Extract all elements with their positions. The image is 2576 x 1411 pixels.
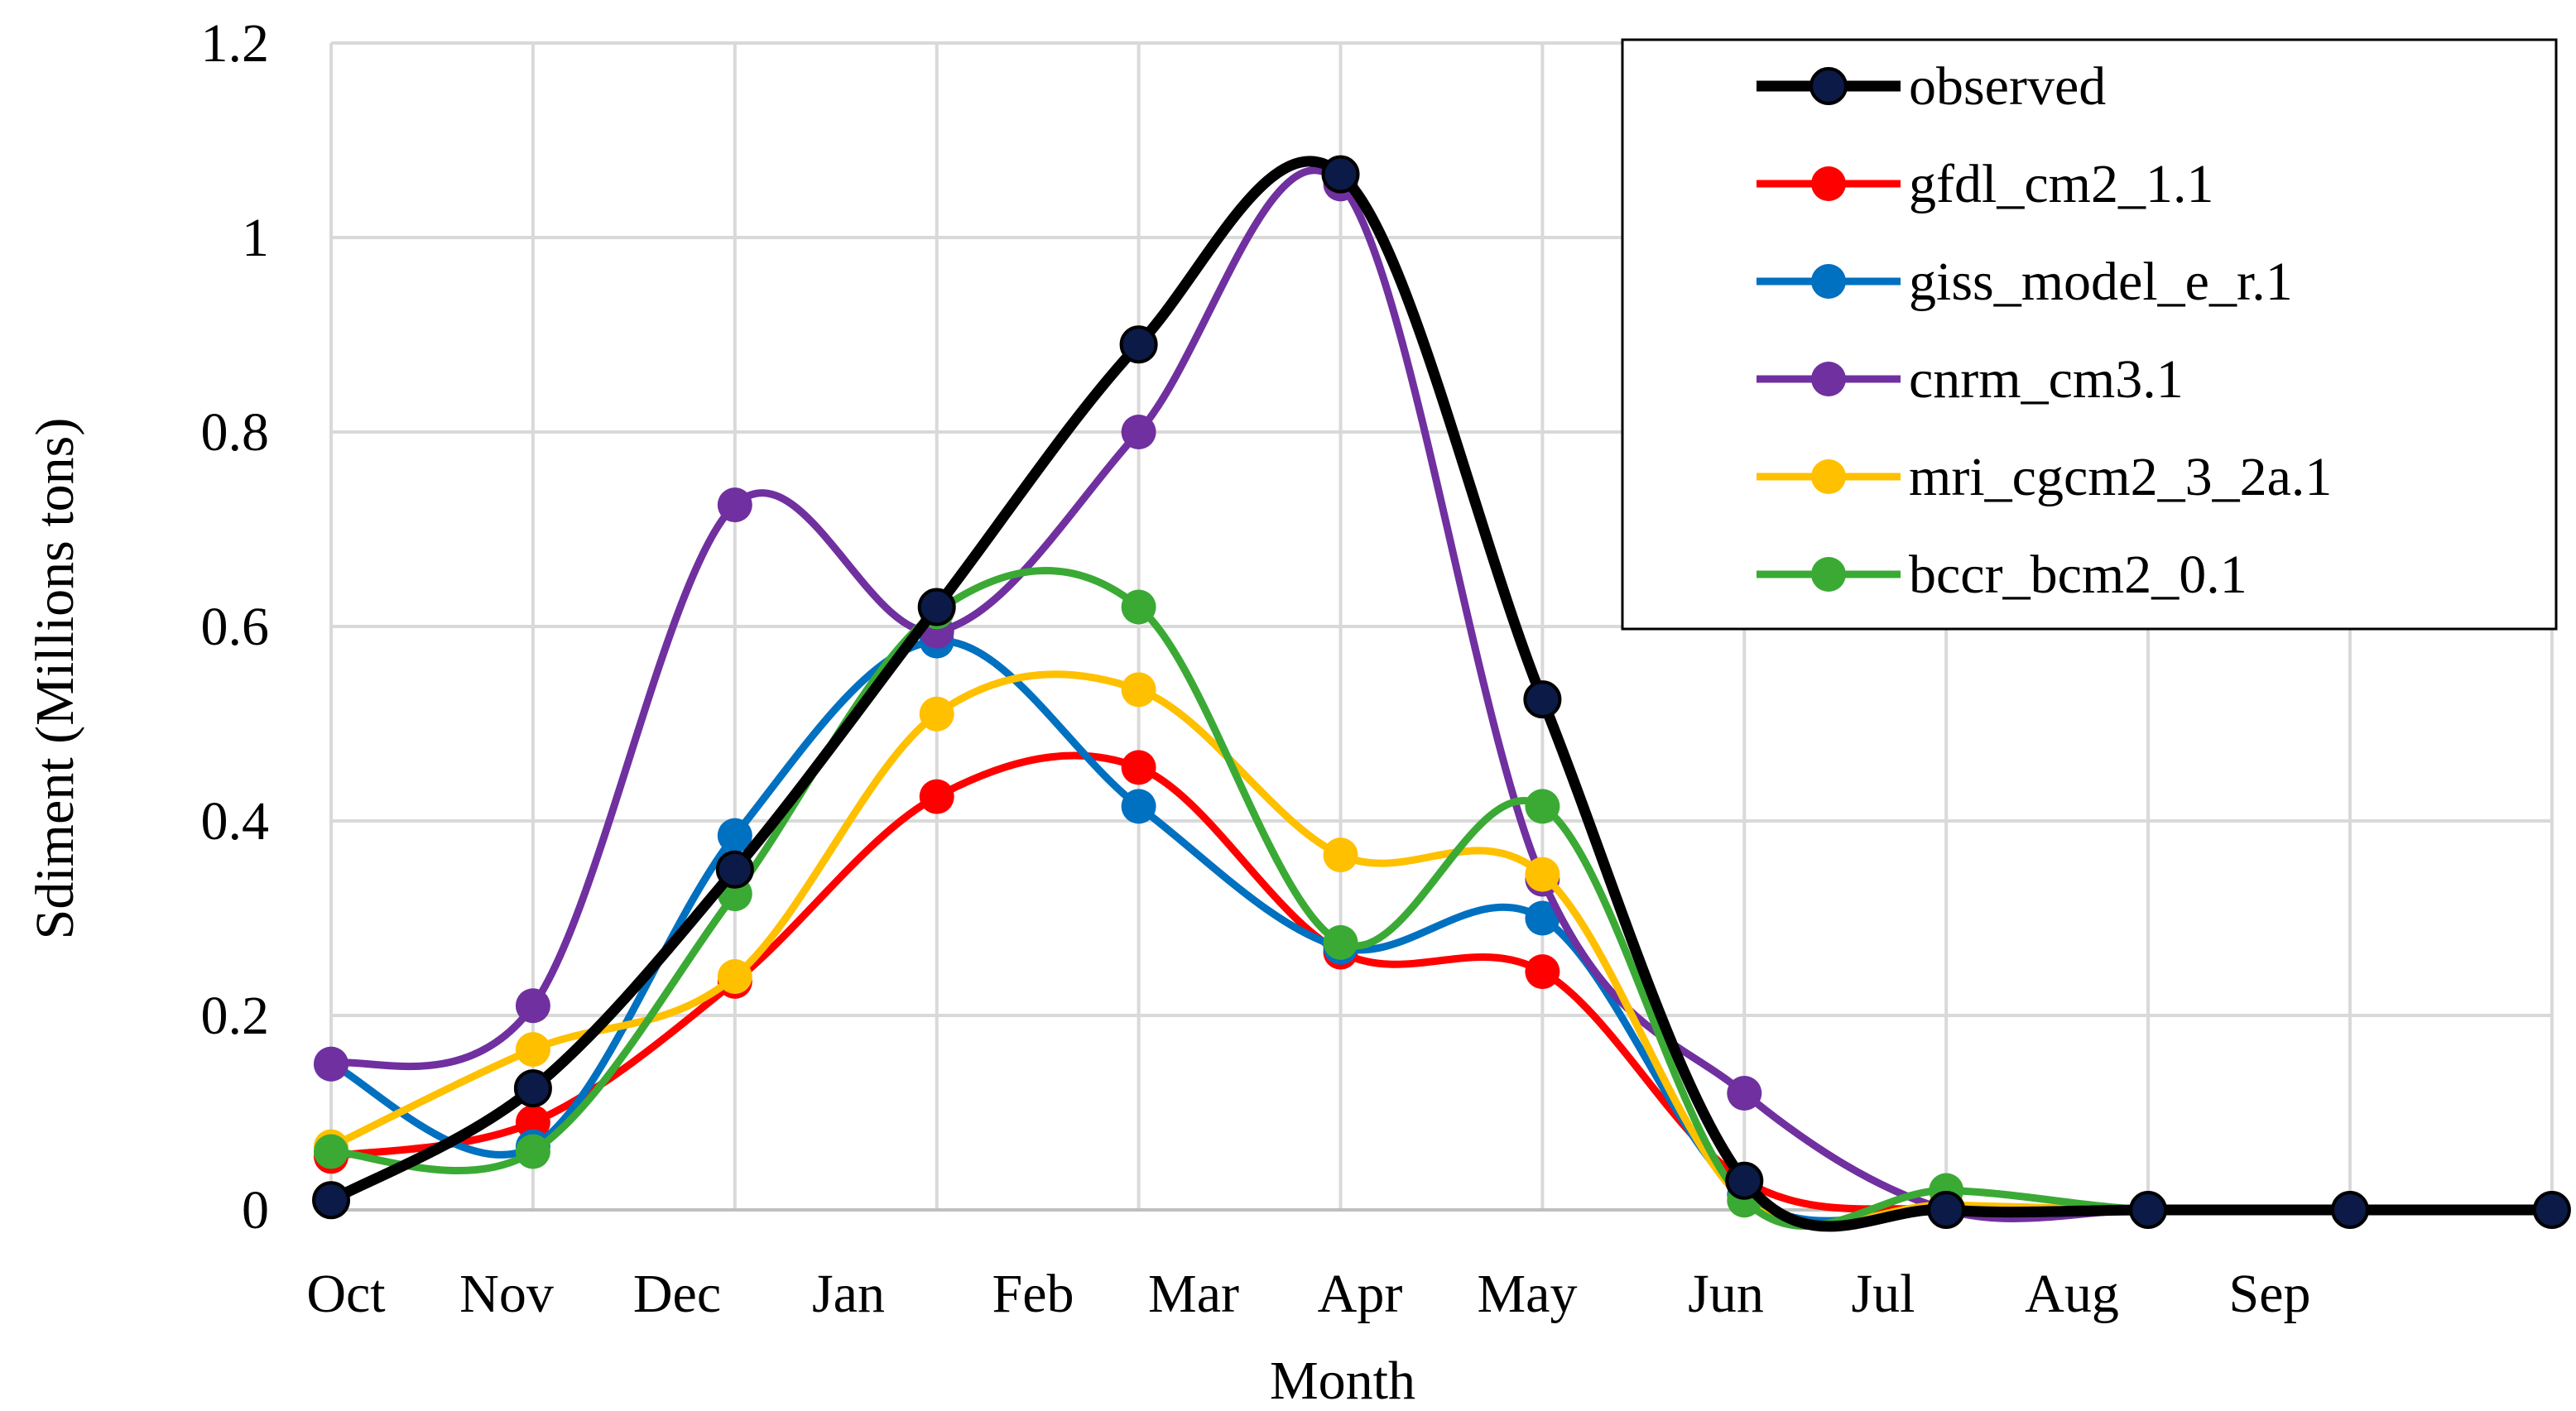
legend-label: gfdl_cm2_1.1 (1909, 154, 2213, 214)
legend-marker (1811, 557, 1846, 592)
data-point (1523, 680, 1562, 719)
data-point (515, 1032, 550, 1068)
data-point (715, 850, 754, 889)
data-point (314, 1046, 348, 1082)
legend-item: bccr_bcm2_0.1 (1757, 545, 2247, 605)
x-tick-label: Mar (1148, 1264, 1239, 1324)
data-point (919, 696, 954, 732)
legend-marker (1811, 264, 1846, 299)
y-tick-label: 0.8 (201, 402, 270, 463)
data-point (1121, 415, 1156, 449)
data-point (1525, 900, 1560, 936)
x-tick-label: May (1478, 1264, 1578, 1324)
data-point (919, 779, 954, 814)
legend-label: observed (1909, 56, 2106, 117)
data-point (1927, 1191, 1966, 1229)
x-tick-label: Apr (1318, 1264, 1403, 1324)
y-tick-label: 1 (242, 208, 269, 268)
x-tick-label: Oct (306, 1264, 385, 1324)
data-point (1525, 857, 1560, 892)
data-point (1121, 672, 1156, 708)
legend-marker (1811, 362, 1846, 396)
data-point (1119, 325, 1158, 364)
legend-label: giss_model_e_r.1 (1909, 252, 2293, 312)
data-point (312, 1181, 350, 1220)
data-point (1321, 155, 1360, 194)
legend-label: cnrm_cm3.1 (1909, 349, 2184, 410)
legend-marker (1809, 67, 1848, 105)
x-axis-title: Month (1270, 1351, 1415, 1411)
data-point (1323, 837, 1358, 873)
y-tick-label: 1.2 (201, 13, 270, 74)
data-point (717, 818, 752, 853)
data-point (2129, 1191, 2168, 1229)
data-point (515, 988, 550, 1024)
tick-labels: 0 0.2 0.4 0.6 0.8 1 1.2 Oct Nov Dec Jan Feb Mar Apr Ma… (25, 13, 2311, 1411)
data-point (1525, 954, 1560, 990)
x-tick-label: Sep (2229, 1264, 2311, 1324)
data-point (1121, 589, 1156, 625)
y-tick-label: 0.6 (201, 597, 270, 657)
data-point (717, 959, 752, 994)
y-tick-label: 0.4 (201, 791, 270, 852)
data-point (917, 588, 956, 626)
legend: observed gfdl_cm2_1.1 giss_model_e_r.1cnrm… (1621, 38, 2558, 631)
legend-marker (1811, 166, 1846, 201)
x-tick-label: Jul (1851, 1264, 1915, 1324)
legend-item: mri_cgcm2_3_2a.1 (1757, 447, 2332, 507)
x-tick-label: Nov (459, 1264, 554, 1324)
y-tick-label: 0.2 (201, 986, 270, 1046)
legend-label: bccr_bcm2_0.1 (1909, 545, 2247, 605)
x-tick-label: Jan (812, 1264, 885, 1324)
data-point (2331, 1191, 2369, 1229)
data-point (1525, 789, 1560, 824)
data-point (2532, 1191, 2571, 1229)
data-point (1727, 1076, 1762, 1111)
data-point (1725, 1161, 1764, 1200)
data-point (1121, 750, 1156, 785)
data-point (717, 487, 752, 523)
legend-item: giss_model_e_r.1 (1757, 252, 2293, 312)
series-observed (312, 155, 2571, 1232)
legend-item: observed (1757, 56, 2106, 117)
x-tick-label: Aug (2025, 1264, 2119, 1324)
data-point (515, 1134, 550, 1169)
data-point (513, 1069, 552, 1108)
data-point (515, 1105, 550, 1140)
data-series (312, 155, 2571, 1232)
data-point (1121, 789, 1156, 824)
x-tick-label: Dec (633, 1264, 721, 1324)
legend-label: mri_cgcm2_3_2a.1 (1909, 447, 2332, 507)
data-point (314, 1134, 348, 1169)
data-point (1323, 924, 1358, 960)
x-tick-label: Jun (1688, 1264, 1764, 1324)
legend-item: cnrm_cm3.1 (1757, 349, 2184, 410)
y-tick-label: 0 (242, 1180, 269, 1241)
legend-item: gfdl_cm2_1.1 (1757, 154, 2213, 214)
legend-box (1621, 38, 2558, 631)
x-tick-label: Feb (992, 1264, 1074, 1324)
legend-marker (1811, 459, 1846, 494)
y-axis-title: Sdiment (Millions tons) (25, 418, 85, 940)
